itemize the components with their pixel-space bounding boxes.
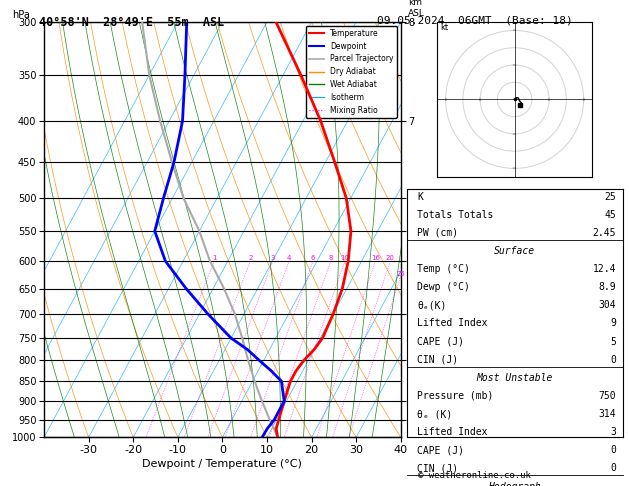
Text: 10: 10: [340, 255, 349, 261]
Text: 9: 9: [610, 318, 616, 329]
Text: 45: 45: [604, 210, 616, 220]
Text: hPa: hPa: [12, 10, 30, 20]
Text: 12.4: 12.4: [593, 264, 616, 274]
Text: 16: 16: [371, 255, 380, 261]
Text: 6: 6: [311, 255, 315, 261]
Text: Surface: Surface: [494, 246, 535, 256]
Text: CAPE (J): CAPE (J): [417, 337, 464, 347]
Text: Hodograph: Hodograph: [488, 482, 541, 486]
Text: kt: kt: [440, 23, 448, 33]
Text: 1: 1: [212, 255, 216, 261]
Text: 0: 0: [610, 445, 616, 455]
Text: Lifted Index: Lifted Index: [417, 427, 488, 437]
Text: 40°58'N  28°49'E  55m  ASL: 40°58'N 28°49'E 55m ASL: [40, 16, 225, 29]
Text: Dewp (°C): Dewp (°C): [417, 282, 470, 292]
Text: 8: 8: [328, 255, 333, 261]
Text: 5: 5: [610, 337, 616, 347]
Text: 0: 0: [610, 464, 616, 473]
Text: θₑ (K): θₑ (K): [417, 409, 452, 419]
Text: © weatheronline.co.uk: © weatheronline.co.uk: [418, 471, 532, 480]
Text: CAPE (J): CAPE (J): [417, 445, 464, 455]
Text: 2: 2: [248, 255, 252, 261]
Text: 2.45: 2.45: [593, 228, 616, 238]
Text: 25: 25: [604, 191, 616, 202]
Text: PW (cm): PW (cm): [417, 228, 459, 238]
Text: 314: 314: [599, 409, 616, 419]
Text: Lifted Index: Lifted Index: [417, 318, 488, 329]
Text: 4: 4: [287, 255, 291, 261]
Text: Most Unstable: Most Unstable: [476, 373, 553, 383]
Text: Totals Totals: Totals Totals: [417, 210, 494, 220]
Text: 304: 304: [599, 300, 616, 311]
Text: CIN (J): CIN (J): [417, 355, 459, 364]
Text: 25: 25: [396, 271, 405, 277]
Text: 8.9: 8.9: [599, 282, 616, 292]
X-axis label: Dewpoint / Temperature (°C): Dewpoint / Temperature (°C): [142, 459, 303, 469]
Text: CIN (J): CIN (J): [417, 464, 459, 473]
Text: 0: 0: [610, 355, 616, 364]
Text: K: K: [417, 191, 423, 202]
Text: Pressure (mb): Pressure (mb): [417, 391, 494, 401]
Text: 3: 3: [270, 255, 275, 261]
Legend: Temperature, Dewpoint, Parcel Trajectory, Dry Adiabat, Wet Adiabat, Isotherm, Mi: Temperature, Dewpoint, Parcel Trajectory…: [306, 26, 397, 118]
Text: Temp (°C): Temp (°C): [417, 264, 470, 274]
Text: 750: 750: [599, 391, 616, 401]
Text: 3: 3: [610, 427, 616, 437]
Text: 20: 20: [386, 255, 395, 261]
Text: 09.05.2024  06GMT  (Base: 18): 09.05.2024 06GMT (Base: 18): [377, 16, 573, 26]
Text: θₑ(K): θₑ(K): [417, 300, 447, 311]
Text: km
ASL: km ASL: [408, 0, 425, 17]
